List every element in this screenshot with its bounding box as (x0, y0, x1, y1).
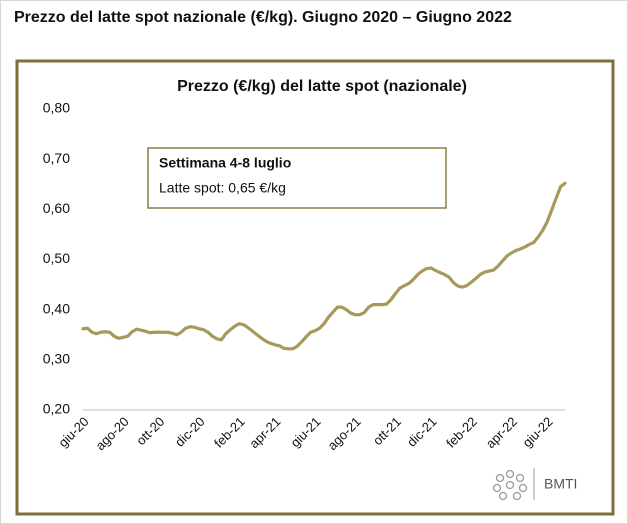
y-tick-label: 0,20 (43, 401, 70, 417)
y-tick-label: 0,70 (43, 150, 70, 166)
logo-text: BMTI (544, 476, 577, 492)
logo-icon (492, 469, 528, 501)
annotation-text: Latte spot: 0,65 €/kg (159, 180, 286, 196)
y-tick-label: 0,40 (43, 300, 70, 316)
page-title: Prezzo del latte spot nazionale (€/kg). … (14, 9, 512, 26)
annotation-box (147, 147, 447, 209)
chart-title: Prezzo (€/kg) del latte spot (nazionale) (177, 78, 467, 95)
y-tick-label: 0,30 (43, 351, 70, 367)
price-line (81, 181, 567, 351)
y-tick-label: 0,80 (43, 100, 70, 116)
chart-frame (15, 59, 615, 516)
y-tick-label: 0,50 (43, 250, 70, 266)
y-tick-label: 0,60 (43, 200, 70, 216)
logo: BMTI (492, 468, 577, 501)
annotation-title: Settimana 4-8 luglio (159, 155, 291, 171)
